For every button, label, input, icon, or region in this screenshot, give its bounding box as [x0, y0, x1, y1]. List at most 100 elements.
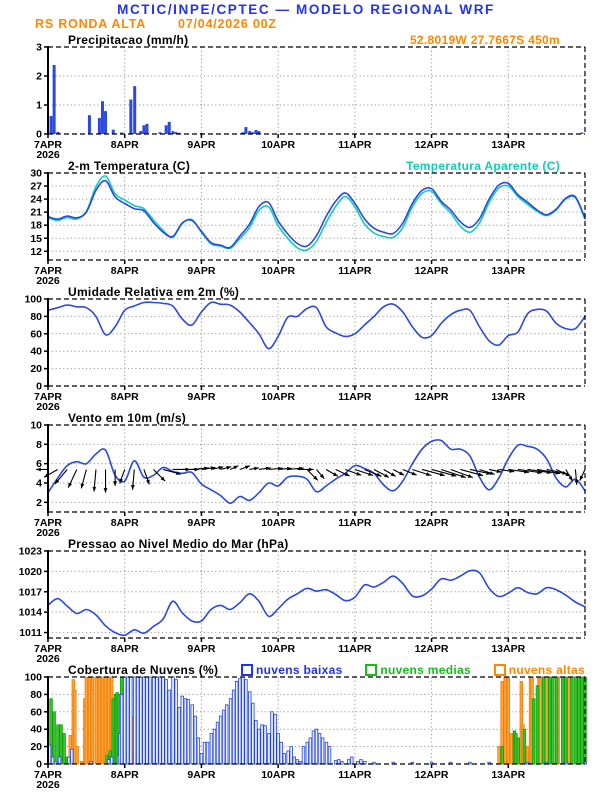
svg-text:6: 6 — [36, 458, 42, 470]
svg-text:0: 0 — [36, 129, 42, 141]
svg-text:11APR: 11APR — [338, 769, 372, 781]
panel-wind: Vento em 10m (m/s) 2 4 6 8 10 7APR 2026 8APR 9AP… — [0, 411, 612, 537]
svg-text:10: 10 — [30, 420, 42, 432]
svg-text:40: 40 — [30, 724, 42, 736]
precipitation-series — [49, 64, 584, 134]
svg-text:7APR: 7APR — [34, 265, 62, 277]
station-name: RS RONDA ALTA — [35, 17, 147, 31]
svg-text:40: 40 — [30, 346, 42, 358]
pressure-series — [47, 569, 586, 637]
clouds-series — [47, 676, 587, 765]
svg-text:10APR: 10APR — [261, 265, 295, 277]
svg-text:11APR: 11APR — [338, 517, 372, 529]
svg-text:60: 60 — [30, 328, 42, 340]
svg-text:7APR: 7APR — [34, 769, 62, 781]
pressure-title: Pressao ao Nivel Medio do Mar (hPa) — [68, 537, 289, 551]
svg-text:24: 24 — [30, 194, 42, 206]
svg-text:3: 3 — [36, 42, 42, 54]
legend-mid-clouds: nuvens medias — [365, 663, 471, 677]
x-axis-year-label: 2026 — [36, 275, 60, 285]
high-clouds-swatch-icon — [493, 664, 506, 676]
gridlines — [48, 47, 585, 134]
svg-text:8APR: 8APR — [111, 643, 139, 655]
legend-high-clouds: nuvens altas — [493, 663, 585, 677]
plot-frame — [47, 424, 586, 513]
gridlines — [48, 425, 585, 512]
svg-text:9APR: 9APR — [187, 769, 215, 781]
svg-text:1020: 1020 — [19, 566, 43, 578]
svg-text:1: 1 — [36, 100, 42, 112]
wind-series — [47, 439, 586, 505]
svg-text:11APR: 11APR — [338, 391, 372, 403]
svg-text:8APR: 8APR — [111, 139, 139, 151]
mid-clouds-label: nuvens medias — [380, 663, 471, 677]
panel-precipitation: Precipitacao (mm/h) 52.8019W 27.7667S 45… — [0, 33, 612, 159]
gridlines — [48, 299, 585, 386]
precipitation-title-row: Precipitacao (mm/h) 52.8019W 27.7667S 45… — [68, 33, 560, 47]
svg-text:8APR: 8APR — [111, 517, 139, 529]
svg-text:12APR: 12APR — [415, 139, 449, 151]
precipitation-title: Precipitacao (mm/h) — [68, 33, 189, 47]
y-axis-labels: 0 20 40 60 80 100 — [24, 294, 48, 393]
svg-text:8APR: 8APR — [111, 265, 139, 277]
pressure-title-row: Pressao ao Nivel Medio do Mar (hPa) — [68, 537, 289, 551]
svg-text:15: 15 — [30, 233, 42, 245]
svg-text:1017: 1017 — [19, 586, 43, 598]
svg-text:100: 100 — [24, 294, 42, 306]
svg-text:12: 12 — [30, 246, 42, 258]
svg-text:13APR: 13APR — [491, 643, 525, 655]
svg-text:20: 20 — [30, 741, 42, 753]
wind-arrows — [36, 465, 586, 493]
panel-clouds: Cobertura de Nuvens (%) nuvens baixas nu… — [0, 663, 612, 789]
svg-text:7APR: 7APR — [34, 643, 62, 655]
x-axis-year-label: 2026 — [36, 527, 60, 537]
svg-text:10APR: 10APR — [261, 391, 295, 403]
svg-text:100: 100 — [24, 672, 42, 684]
x-axis-year-label: 2026 — [36, 149, 60, 159]
plot-frame — [47, 298, 586, 387]
temperature-title-row: 2-m Temperatura (C) Temperatura Aparente… — [68, 159, 560, 173]
high-clouds-label: nuvens altas — [508, 663, 585, 677]
y-axis-labels: 1011 1014 1017 1020 1023 — [19, 546, 48, 639]
svg-text:7APR: 7APR — [34, 391, 62, 403]
svg-text:8: 8 — [36, 439, 42, 451]
svg-text:80: 80 — [30, 311, 42, 323]
svg-text:1011: 1011 — [19, 627, 42, 639]
humidity-title: Umidade Relativa em 2m (%) — [68, 285, 240, 299]
y-axis-labels: 0 20 40 60 80 100 — [24, 672, 48, 771]
svg-text:13APR: 13APR — [491, 517, 525, 529]
location-coordinates: 52.8019W 27.7667S 450m — [409, 33, 560, 47]
svg-text:27: 27 — [30, 181, 42, 193]
svg-text:9APR: 9APR — [187, 643, 215, 655]
plot-frame — [47, 676, 586, 765]
svg-text:12APR: 12APR — [415, 517, 449, 529]
svg-text:1014: 1014 — [19, 607, 43, 619]
svg-text:10APR: 10APR — [261, 769, 295, 781]
plot-frame — [47, 172, 586, 261]
low-clouds-swatch-icon — [241, 664, 253, 676]
svg-text:2: 2 — [36, 497, 42, 509]
gridlines — [48, 173, 585, 260]
gridlines — [48, 551, 585, 638]
svg-text:0: 0 — [36, 381, 42, 393]
svg-text:21: 21 — [30, 207, 42, 219]
x-axis-year-label: 2026 — [36, 779, 60, 789]
svg-text:8APR: 8APR — [111, 769, 139, 781]
plot-frame — [47, 46, 586, 135]
svg-text:10APR: 10APR — [261, 517, 295, 529]
svg-text:8APR: 8APR — [111, 391, 139, 403]
temperature-series — [47, 175, 586, 252]
plot-frame — [47, 550, 586, 639]
model-title: MCTIC/INPE/CPTEC — MODELO REGIONAL WRF — [117, 2, 495, 17]
